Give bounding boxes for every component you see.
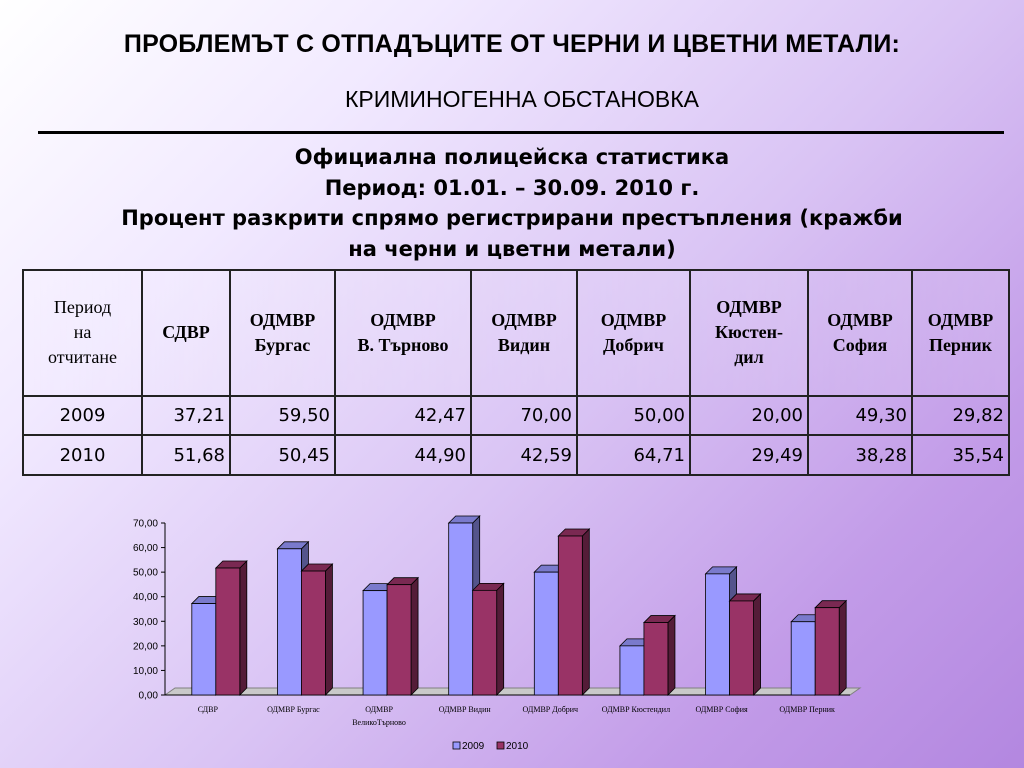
table-cell: 29,82	[911, 394, 1010, 437]
bar-2009-2	[362, 590, 388, 696]
y-tick-label: 20,00	[133, 641, 158, 652]
header-burgas: ОДМВР Бургас	[229, 269, 336, 397]
table-cell: 50,00	[576, 394, 691, 437]
table-cell: 42,59	[470, 434, 578, 476]
stats-heading-period: Период: 01.01. – 30.09. 2010 г.	[324, 176, 700, 200]
slide-subtitle: КРИМИНОГЕННА ОБСТАНОВКА	[345, 86, 699, 112]
bar-2010-5	[643, 622, 669, 696]
row-year: 2010	[22, 434, 143, 476]
header-vidin: ОДМВР Видин	[470, 269, 578, 397]
y-tick-label: 0,00	[139, 691, 159, 702]
bar-2010-1	[301, 570, 326, 696]
bar-2009-3	[448, 522, 474, 696]
bar-2009-0	[191, 603, 217, 696]
y-tick-label: 60,00	[133, 543, 158, 554]
bar-2009-5	[619, 645, 645, 696]
y-tick-label: 50,00	[133, 568, 158, 579]
table-cell: 59,50	[229, 394, 336, 437]
table-cell: 29,49	[689, 434, 809, 476]
bar-side	[753, 592, 761, 696]
legend-swatch-2009	[452, 741, 461, 750]
bar-2009-1	[277, 548, 302, 696]
table-cell: 35,54	[911, 434, 1010, 476]
bar-side	[667, 614, 676, 696]
header-v-tarnovo: ОДМВР В. Търново	[334, 269, 472, 397]
header-period: Период на отчитане	[22, 269, 143, 397]
header-dobrich: ОДМВР Добрич	[576, 269, 691, 397]
y-tick-label: 30,00	[133, 617, 158, 628]
x-tick-label: ОДМВР Видин	[439, 705, 492, 714]
stats-heading-source: Официална полицейска статистика	[294, 145, 730, 169]
bar-side	[581, 528, 590, 696]
bar-2010-6	[729, 600, 754, 696]
legend-label-2010: 2010	[506, 741, 529, 752]
bar-2009-7	[790, 621, 816, 696]
bar-2010-7	[814, 607, 840, 696]
x-tick-label: ОДМВР	[365, 705, 393, 714]
x-tick-label: ОДМВР София	[695, 705, 748, 714]
bar-side	[239, 560, 248, 696]
table-cell: 44,90	[334, 434, 472, 476]
legend-swatch-2010	[496, 741, 505, 750]
y-tick-label: 10,00	[133, 666, 158, 677]
bar-2010-4	[557, 535, 583, 696]
bar-2009-6	[705, 573, 730, 696]
table-cell: 49,30	[807, 394, 913, 437]
stats-table: Период на отчитане СДВР ОДМВР Бургас ОДМВР В…	[22, 269, 1010, 476]
y-tick-label: 70,00	[133, 519, 158, 530]
bar-side	[496, 582, 505, 696]
x-tick-label: ОДМВР Добрич	[523, 705, 579, 714]
header-kyustendil: ОДМВР Кюстен-дил	[689, 269, 809, 397]
stats-heading-description-cont: на черни и цветни метали)	[348, 237, 676, 261]
bar-2009-4	[533, 571, 559, 696]
bar-side	[410, 576, 419, 696]
table-cell: 64,71	[576, 434, 691, 476]
divider-line	[38, 131, 1004, 134]
table-cell: 38,28	[807, 434, 913, 476]
table-cell: 70,00	[470, 394, 578, 437]
bar-2010-2	[386, 584, 412, 696]
header-sdvr: СДВР	[141, 269, 231, 397]
legend-label-2009: 2009	[462, 741, 485, 752]
stats-heading-description: Процент разкрити спрямо регистрирани пре…	[121, 206, 903, 230]
table-cell: 20,00	[689, 394, 809, 437]
x-tick-label: ОДМВР Перник	[779, 705, 835, 714]
table-cell: 37,21	[141, 394, 231, 437]
row-year: 2009	[22, 394, 143, 437]
table-row: 2010 51,68 50,45 44,90 42,59 64,71 29,49…	[22, 434, 1010, 476]
bar-2010-3	[472, 589, 498, 696]
x-tick-label: ВеликоТърново	[352, 718, 406, 727]
table-cell: 42,47	[334, 394, 472, 437]
x-tick-label: ОДМВР Бургас	[267, 705, 320, 714]
table-cell: 50,45	[229, 434, 336, 476]
bar-2010-0	[215, 567, 241, 696]
y-tick-label: 40,00	[133, 592, 158, 603]
table-header-row: Период на отчитане СДВР ОДМВР Бургас ОДМВР В…	[22, 269, 1010, 397]
header-sofia: ОДМВР София	[807, 269, 913, 397]
bar-side	[325, 563, 333, 696]
bar-side	[838, 599, 847, 696]
slide-title: ПРОБЛЕМЪТ С ОТПАДЪЦИТЕ ОТ ЧЕРНИ И ЦВЕТНИ…	[123, 30, 901, 58]
table-cell: 51,68	[141, 434, 231, 476]
header-pernik: ОДМВР Перник	[911, 269, 1010, 397]
x-tick-label: СДВР	[198, 705, 219, 714]
x-tick-label: ОДМВР Кюстендил	[602, 705, 670, 714]
table-row: 2009 37,21 59,50 42,47 70,00 50,00 20,00…	[22, 394, 1010, 437]
